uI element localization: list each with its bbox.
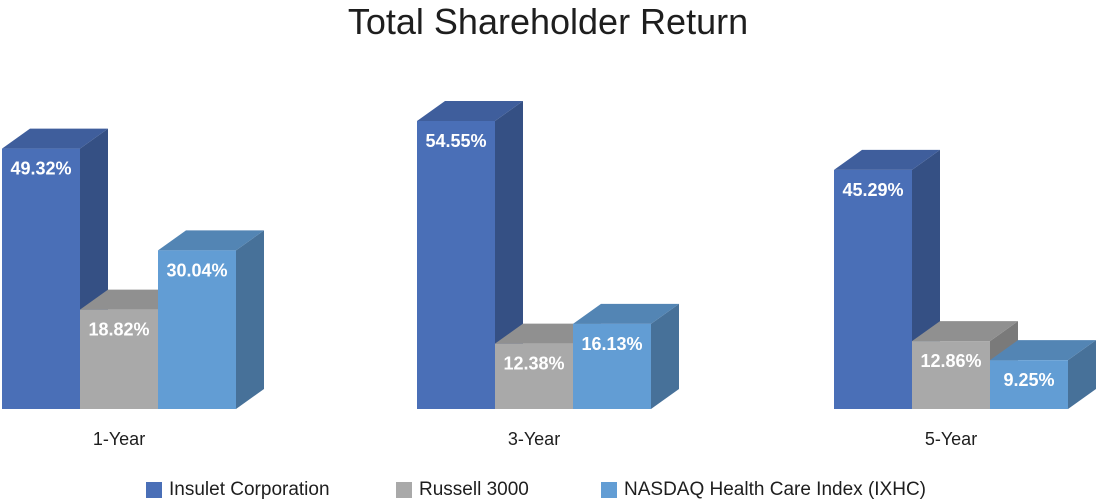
bar-side-face: [1068, 340, 1096, 409]
data-label: 45.29%: [842, 180, 903, 200]
data-label: 30.04%: [166, 260, 227, 280]
category-label-5-year: 5-Year: [925, 429, 977, 449]
legend-swatch-insulet: [146, 482, 162, 498]
bar-top-face: [158, 230, 264, 251]
data-label: 16.13%: [581, 334, 642, 354]
data-label: 54.55%: [425, 131, 486, 151]
bar-insulet-3-year: 54.55%: [417, 100, 523, 409]
bar-front-face: [834, 169, 912, 409]
category-label-1-year: 1-Year: [93, 429, 145, 449]
bar-front-face: [495, 343, 573, 409]
legend-label-russell: Russell 3000: [419, 479, 529, 500]
bar-nasdaq-3-year: 16.13%: [573, 303, 679, 409]
category-label-3-year: 3-Year: [508, 429, 560, 449]
bar-top-face: [2, 128, 108, 149]
legend: Insulet Corporation Russell 3000 NASDAQ …: [0, 478, 1096, 502]
bar-top-face: [990, 340, 1096, 361]
legend-swatch-russell: [396, 482, 412, 498]
chart-title: Total Shareholder Return: [347, 1, 749, 42]
bar-side-face: [651, 303, 679, 409]
bar-top-face: [912, 321, 1018, 342]
data-label: 9.25%: [1003, 370, 1054, 390]
bar-front-face: [912, 341, 990, 409]
legend-swatch-nasdaq: [601, 482, 617, 498]
bar-front-face: [158, 250, 236, 409]
bar-chart: 49.32% 18.82% 30.04% 1-Year 54.55% 12.38% 16.1…: [2, 100, 1096, 449]
bar-side-face: [236, 230, 264, 409]
bar-nasdaq-5-year: 9.25%: [990, 340, 1096, 409]
legend-label-insulet: Insulet Corporation: [169, 479, 330, 500]
data-label: 12.38%: [503, 354, 564, 374]
data-label: 49.32%: [10, 159, 71, 179]
bar-front-face: [417, 120, 495, 409]
data-label: 18.82%: [88, 320, 149, 340]
bar-front-face: [80, 309, 158, 409]
bar-top-face: [573, 303, 679, 324]
bar-top-face: [417, 100, 523, 121]
bar-front-face: [573, 323, 651, 409]
bar-front-face: [990, 360, 1068, 409]
data-label: 12.86%: [920, 351, 981, 371]
bar-front-face: [2, 148, 80, 409]
bar-nasdaq-1-year: 30.04%: [158, 230, 264, 409]
legend-label-nasdaq: NASDAQ Health Care Index (IXHC): [624, 479, 926, 500]
bar-top-face: [834, 149, 940, 170]
